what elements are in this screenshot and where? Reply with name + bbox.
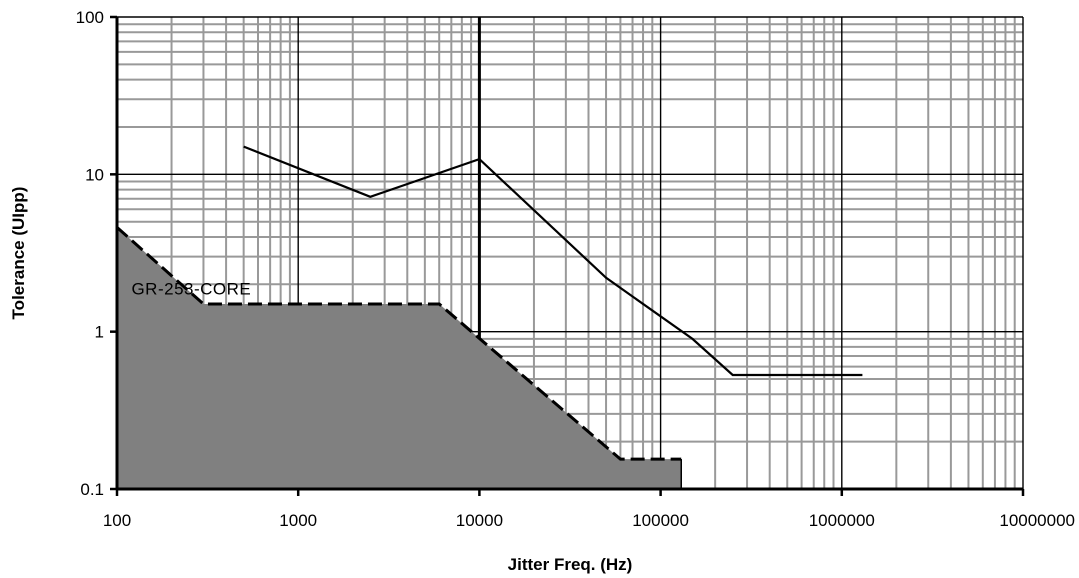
plot-axes (110, 15, 1025, 496)
mask-boundary-line (116, 226, 682, 461)
y-tick-label: 100 (76, 8, 104, 27)
y-tick-label: 0.1 (80, 480, 104, 499)
y-axis-title: Tolerance (UIpp) (9, 187, 28, 320)
x-tick-label: 10000 (456, 511, 503, 530)
mask-area-fill (117, 227, 682, 489)
x-tick-label: 100000 (632, 511, 689, 530)
minor-grid (117, 17, 1023, 489)
tick-labels: 100 1000 10000 100000 1000000 10000000 0.1 1 10 1… (76, 8, 1075, 530)
mask-fill-area (117, 227, 682, 489)
x-axis-title: Jitter Freq. (Hz) (508, 555, 633, 574)
x-tick-label: 1000000 (809, 511, 875, 530)
x-tick-label: 100 (103, 511, 131, 530)
measured-tolerance-line (243, 145, 863, 377)
y-tick-label: 10 (85, 165, 104, 184)
x-tick-label: 10000000 (999, 511, 1075, 530)
y-tick-label: 1 (95, 323, 104, 342)
x-tick-label: 1000 (279, 511, 317, 530)
mask-annotation-label: GR-253-CORE (131, 279, 251, 298)
series-layer (116, 145, 863, 489)
